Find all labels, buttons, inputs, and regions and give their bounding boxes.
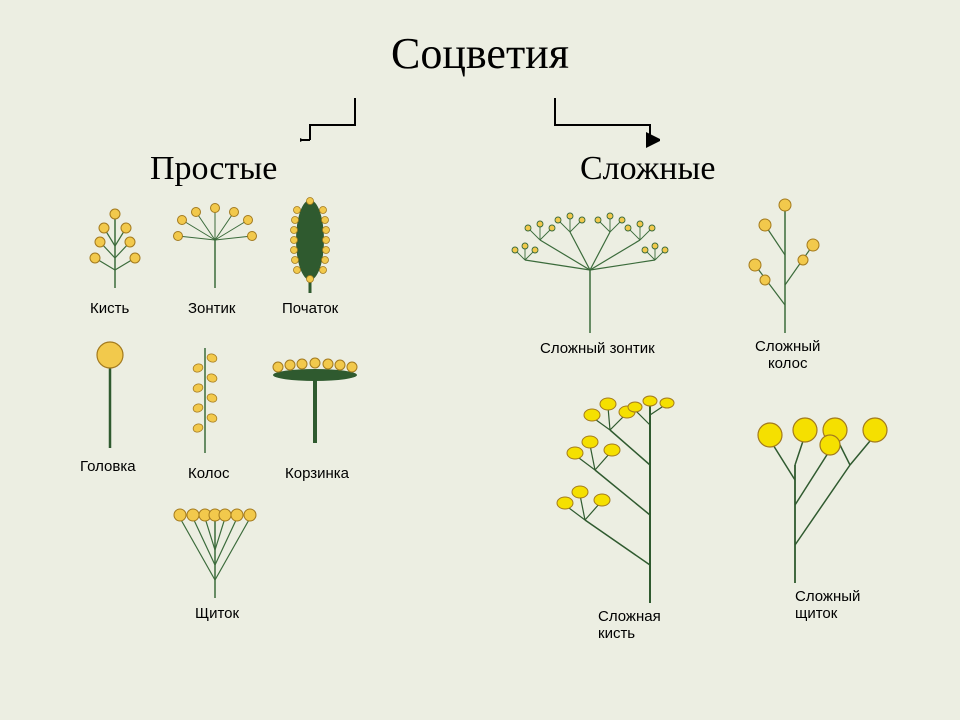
label-zontik: Зонтик: [188, 300, 236, 317]
main-title: Соцветия: [0, 28, 960, 79]
right-subtitle: Сложные: [580, 150, 715, 188]
label-sl-zontik: Сложный зонтик: [540, 340, 655, 357]
label-korzinka: Корзинка: [285, 465, 349, 482]
label-kist: Кисть: [90, 300, 129, 317]
label-sl-kist: Сложная кисть: [598, 608, 661, 642]
diagram-korzinka: [260, 345, 370, 445]
branch-arrows: [300, 90, 660, 150]
diagram-zontik: [170, 200, 260, 290]
label-pochatok: Початок: [282, 300, 338, 317]
diagram-sl-kist: [530, 395, 700, 605]
label-kolos: Колос: [188, 465, 230, 482]
left-subtitle: Простые: [150, 150, 277, 188]
diagram-shchitok: [165, 500, 265, 600]
diagram-sl-zontik: [510, 200, 670, 335]
diagram-golovka: [80, 340, 140, 450]
diagram-kist: [70, 200, 160, 290]
diagram-sl-kolos: [735, 195, 835, 335]
diagram-sl-shchitok: [740, 405, 900, 585]
label-sl-shchitok: Сложный щиток: [795, 588, 860, 622]
label-golovka: Головка: [80, 458, 136, 475]
diagram-pochatok: [275, 195, 345, 295]
label-sl-kolos: Сложный колос: [755, 338, 820, 372]
label-shchitok: Щиток: [195, 605, 239, 622]
diagram-kolos: [175, 340, 235, 455]
